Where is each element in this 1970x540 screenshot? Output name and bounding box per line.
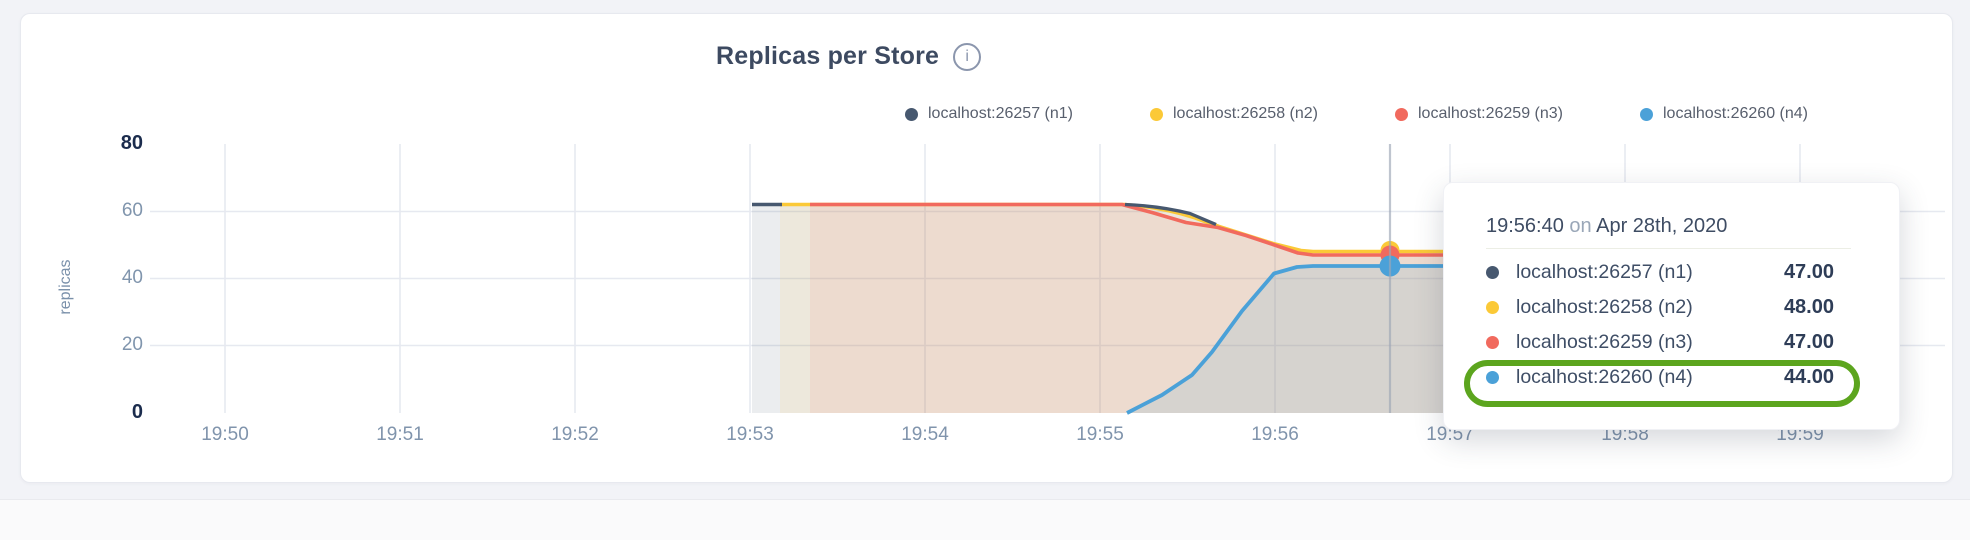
- x-tick: 19:54: [901, 424, 949, 445]
- chart-title: Replicas per Store: [716, 42, 940, 70]
- tooltip-row-label: localhost:26260 (n4): [1516, 366, 1693, 388]
- legend-label: localhost:26259 (n3): [1418, 105, 1563, 122]
- tooltip-row-n1: localhost:26257 (n1) 47.00: [1486, 255, 1899, 290]
- tooltip-time: 19:56:40: [1486, 215, 1564, 237]
- tooltip-row-n3: localhost:26259 (n3) 47.00: [1486, 325, 1899, 360]
- tooltip-row-label: localhost:26259 (n3): [1516, 331, 1693, 353]
- tooltip-conjunction: on: [1569, 215, 1592, 237]
- series-n4-area: [1127, 266, 1443, 413]
- series-n3-area: [810, 205, 1443, 413]
- y-tick-0: 0: [131, 401, 143, 423]
- series-n4-line: [1126, 264, 1443, 415]
- tooltip-row-value: 47.00: [1783, 331, 1834, 353]
- page-bottom-strip: [0, 499, 1970, 540]
- series-n3-line: [810, 202, 1443, 257]
- tooltip-row-n4: localhost:26260 (n4) 44.00: [1486, 360, 1899, 395]
- tooltip-row-label: localhost:26258 (n2): [1516, 296, 1693, 318]
- y-tick-20: 20: [121, 334, 143, 355]
- x-tick: 19:56: [1251, 424, 1299, 445]
- x-tick: 19:55: [1076, 424, 1124, 445]
- tooltip-row-value: 47.00: [1783, 261, 1834, 283]
- y-tick-40: 40: [121, 267, 143, 288]
- tooltip-row-value: 44.00: [1783, 366, 1834, 388]
- tooltip-dot-n3-icon: [1486, 336, 1499, 349]
- y-tick-80: 80: [120, 132, 143, 154]
- x-tick: 19:51: [376, 424, 424, 445]
- tooltip-rows: localhost:26257 (n1) 47.00 localhost:262…: [1486, 255, 1899, 395]
- legend-item-n4[interactable]: localhost:26260 (n4): [1640, 105, 1808, 123]
- legend-item-n2[interactable]: localhost:26258 (n2): [1150, 105, 1318, 123]
- tooltip-row-label: localhost:26257 (n1): [1516, 261, 1693, 283]
- series-n1-area: [752, 205, 1443, 413]
- tooltip-divider: [1486, 248, 1851, 249]
- legend-dot-n4-icon: [1640, 107, 1653, 121]
- series-n2-area: [780, 205, 1443, 413]
- legend-dot-n2-icon: [1150, 107, 1163, 121]
- tooltip-dot-n2-icon: [1486, 301, 1499, 314]
- x-tick: 19:52: [551, 424, 599, 445]
- legend-dot-n3-icon: [1395, 107, 1408, 121]
- legend-item-n1[interactable]: localhost:26257 (n1): [905, 105, 1073, 123]
- tooltip-dot-n4-icon: [1486, 371, 1499, 384]
- x-tick: 19:50: [201, 424, 249, 445]
- y-axis-label: replicas: [57, 259, 74, 315]
- series-n1-line-decline: [1124, 202, 1217, 227]
- tooltip-date: Apr 28th, 2020: [1596, 215, 1728, 237]
- tooltip-row-n2: localhost:26258 (n2) 48.00: [1486, 290, 1899, 325]
- legend-dot-n1-icon: [905, 107, 918, 121]
- legend-label: localhost:26260 (n4): [1663, 105, 1808, 122]
- info-icon[interactable]: i: [953, 42, 982, 71]
- legend-item-n3[interactable]: localhost:26259 (n3): [1395, 105, 1563, 123]
- tooltip-dot-n1-icon: [1486, 266, 1499, 279]
- legend-label: localhost:26258 (n2): [1173, 105, 1318, 122]
- legend-label: localhost:26257 (n1): [928, 105, 1073, 122]
- hover-tooltip: 19:56:40 on Apr 28th, 2020 localhost:262…: [1443, 182, 1900, 430]
- x-tick: 19:53: [726, 424, 774, 445]
- tooltip-timestamp: 19:56:40 on Apr 28th, 2020: [1486, 215, 1899, 238]
- chart-header: Replicas per Store i: [716, 42, 982, 71]
- tooltip-row-value: 48.00: [1783, 296, 1834, 318]
- y-tick-60: 60: [121, 200, 143, 221]
